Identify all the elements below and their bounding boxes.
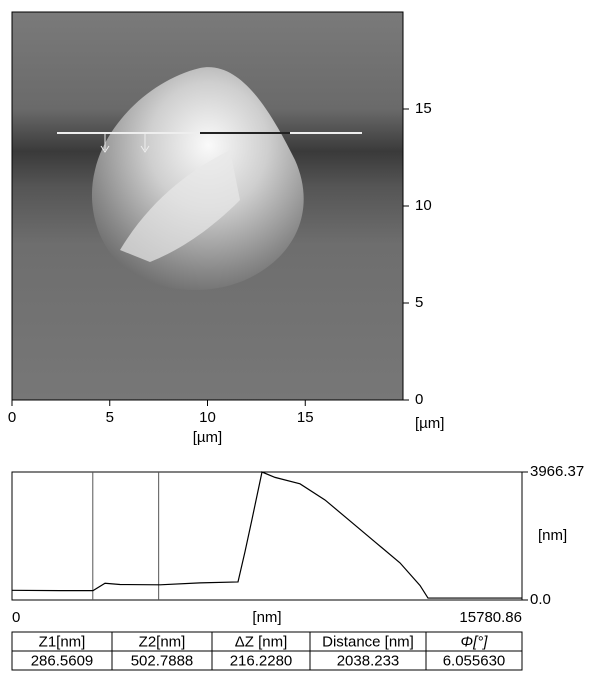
y-axis-label: [nm]	[538, 527, 567, 544]
profile-frame	[11, 471, 523, 601]
table-value: 216.2280	[230, 652, 293, 669]
table-value: 2038.233	[337, 652, 400, 669]
table-value: 502.7888	[131, 652, 194, 669]
x-axis-label: [µm]	[193, 429, 222, 446]
table-header: Distance [nm]	[322, 633, 414, 650]
x-tick-label: 5	[106, 409, 114, 426]
y-axis-label: [µm]	[415, 415, 444, 432]
y-tick-label: 0	[415, 391, 423, 408]
y-tick-label: 5	[415, 294, 423, 311]
table-value: 286.5609	[31, 652, 94, 669]
x-tick-label: 10	[199, 409, 216, 426]
y-tick-label: 15	[415, 100, 432, 117]
y-tick-label: 10	[415, 197, 432, 214]
x-tick-label: 15	[297, 409, 314, 426]
x-axis-label: [nm]	[252, 609, 281, 626]
table-header: ΔZ [nm]	[235, 633, 288, 650]
table-value: 6.055630	[443, 652, 506, 669]
y-tick-label: 3966.37	[530, 463, 584, 480]
x-tick-label: 0	[8, 409, 16, 426]
profile-line	[11, 471, 522, 599]
table: Z1[nm] Z2[nm] ΔZ [nm] Distance [nm] Φ[°] 286.…	[11, 631, 523, 671]
table-header: Z2[nm]	[139, 633, 186, 650]
x-tick-label: 15780.86	[459, 609, 522, 626]
cursor-arrows	[100, 133, 150, 153]
x-tick-label: 0	[12, 609, 20, 626]
table-cell	[425, 650, 523, 671]
table-header: Z1[nm]	[39, 633, 86, 650]
table-header: Φ[°]	[461, 633, 489, 650]
particle-facet	[120, 150, 240, 262]
y-tick-label: 0.0	[530, 591, 551, 608]
